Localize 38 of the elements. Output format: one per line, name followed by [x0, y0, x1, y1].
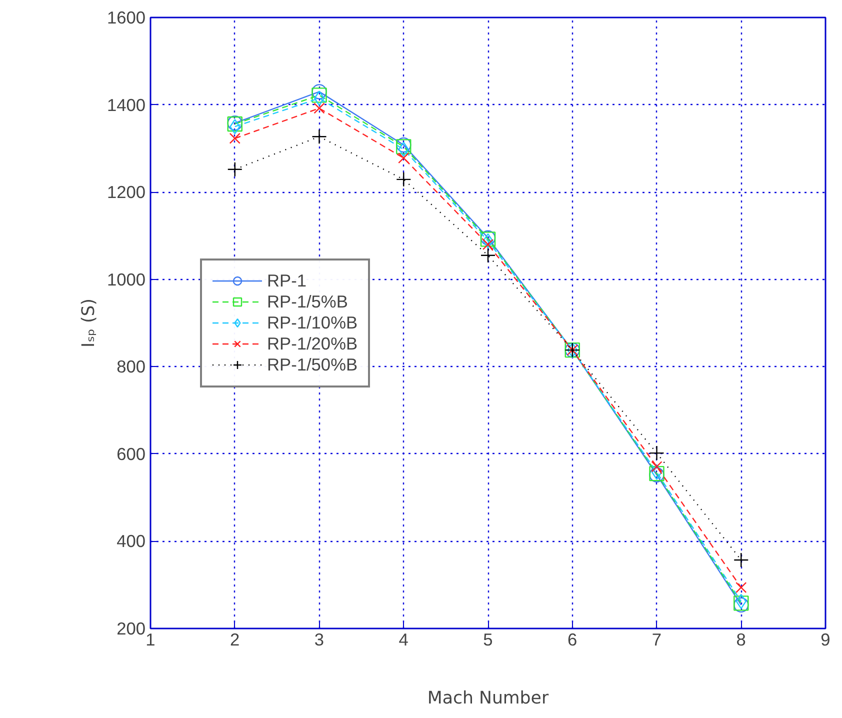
x-tick-label: 3 [314, 630, 324, 650]
point [312, 88, 327, 103]
point [312, 129, 327, 144]
x-tick-label: 2 [230, 630, 240, 650]
legend-label: RP-1/20%B [267, 333, 358, 354]
y-tick-label: 1600 [106, 8, 146, 28]
legend-label: RP-1/50%B [267, 354, 358, 375]
point [229, 132, 240, 144]
x-tick-label: 5 [483, 630, 493, 650]
point [314, 102, 325, 114]
y-tick-label: 200 [116, 618, 146, 638]
legend-label: RP-1 [267, 270, 306, 291]
x-tick-label: 4 [398, 630, 409, 650]
y-tick-label: 400 [116, 531, 146, 552]
point [651, 461, 662, 472]
legend-label: RP-1/10%B [267, 312, 358, 333]
y-tick-label: 600 [116, 444, 146, 464]
point [227, 162, 242, 177]
y-tick-label: 1200 [106, 182, 146, 202]
point [230, 119, 240, 134]
point [396, 172, 412, 188]
point [736, 582, 747, 594]
legend-label: RP-1/5%B [267, 291, 348, 312]
x-tick-label: 7 [652, 630, 662, 650]
point [649, 445, 664, 461]
point [314, 90, 325, 106]
y-tick-label: 1400 [106, 94, 146, 115]
y-tick-label: 800 [116, 356, 146, 377]
point [398, 152, 410, 164]
x-tick-label: 1 [146, 630, 156, 650]
point [734, 552, 749, 568]
x-tick-label: 6 [568, 630, 578, 650]
x-axis-title: Mach Number [427, 688, 550, 708]
y-axis-title: Iₛₚ (S) [78, 298, 99, 348]
y-tick-label: 1000 [106, 269, 146, 290]
x-tick-label: 8 [736, 630, 746, 650]
point [480, 248, 496, 263]
x-tick-label: 9 [820, 630, 830, 650]
